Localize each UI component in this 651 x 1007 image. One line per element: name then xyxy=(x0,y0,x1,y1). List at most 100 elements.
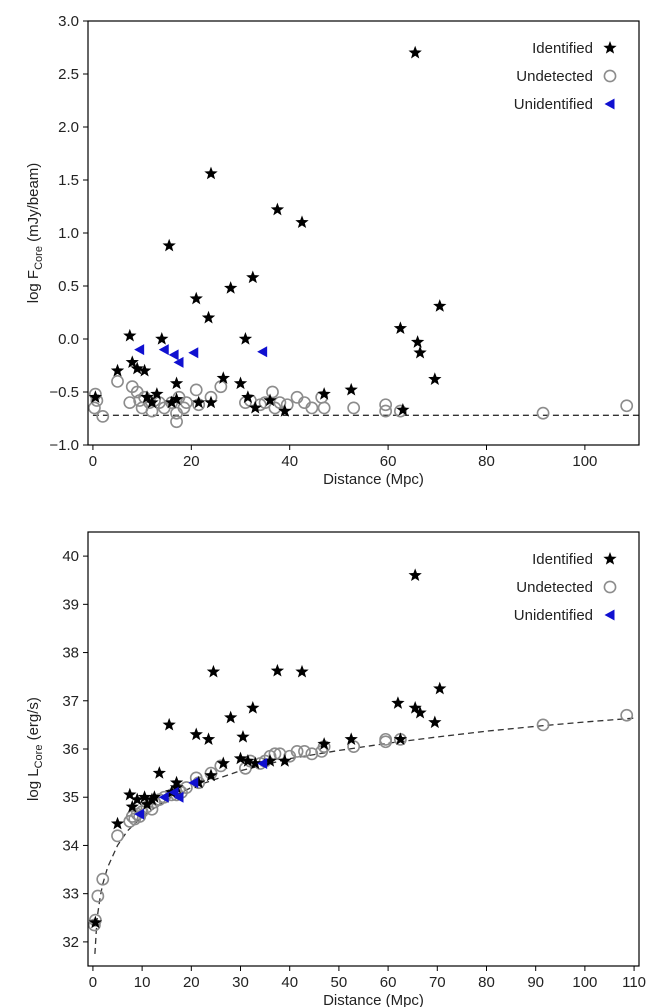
data-point-identified xyxy=(125,799,139,813)
x-tick-label: 80 xyxy=(478,453,495,470)
y-tick-label: 0.0 xyxy=(58,331,79,348)
y-tick-label: 34 xyxy=(62,837,79,854)
data-point-identified xyxy=(295,664,309,678)
y-tick-label: 1.5 xyxy=(58,172,79,189)
data-point-unidentified xyxy=(188,347,199,359)
data-point-identified xyxy=(433,681,447,695)
x-tick-label: 30 xyxy=(232,974,249,991)
data-point-identified xyxy=(248,400,262,414)
y-tick-label: 40 xyxy=(62,548,79,565)
data-point-undetected xyxy=(266,385,279,399)
data-point-identified xyxy=(393,732,408,746)
data-point-identified xyxy=(137,363,152,377)
x-tick-label: 80 xyxy=(478,974,495,991)
data-point-identified xyxy=(201,732,216,746)
x-axis-label: Distance (Mpc) xyxy=(323,471,424,488)
data-point-identified xyxy=(123,787,137,801)
data-point-unidentified xyxy=(173,356,184,368)
data-point-undetected xyxy=(96,872,110,886)
data-point-undetected xyxy=(157,790,171,804)
series-unidentified xyxy=(134,757,268,820)
data-point-identified xyxy=(246,270,260,284)
data-point-identified xyxy=(246,701,260,714)
data-point-identified xyxy=(137,790,152,803)
data-point-undetected xyxy=(96,409,110,423)
y-tick-label: 0.5 xyxy=(58,278,79,295)
legend-marker-identified xyxy=(603,41,617,54)
data-point-undetected xyxy=(298,745,311,758)
data-point-undetected xyxy=(620,399,634,413)
data-point-unidentified xyxy=(158,791,169,803)
y-tick-label: 1.0 xyxy=(58,225,79,242)
y-tick-label: 3.0 xyxy=(58,13,79,30)
data-point-identified xyxy=(123,328,137,342)
data-point-undetected xyxy=(379,404,393,418)
data-point-unidentified xyxy=(168,349,179,361)
data-point-identified xyxy=(224,281,238,294)
x-tick-label: 50 xyxy=(331,974,348,991)
data-point-identified xyxy=(396,403,410,416)
y-axis-label: log LCore (erg/s) xyxy=(25,697,45,801)
data-point-identified xyxy=(216,756,230,770)
data-point-unidentified xyxy=(168,786,179,798)
data-point-undetected xyxy=(145,802,159,816)
data-point-undetected xyxy=(179,781,193,794)
data-point-identified xyxy=(192,395,206,409)
data-point-undetected xyxy=(170,415,183,429)
data-point-identified xyxy=(408,568,422,582)
data-point-identified xyxy=(152,766,166,779)
data-point-undetected xyxy=(88,913,102,927)
data-point-identified xyxy=(162,238,176,252)
data-point-undetected xyxy=(536,718,550,732)
data-point-identified xyxy=(110,363,125,377)
y-tick-label: 39 xyxy=(62,596,79,613)
data-point-identified xyxy=(204,768,218,782)
data-point-undetected xyxy=(536,406,550,420)
y-tick-label: 36 xyxy=(62,741,79,758)
legend-marker-identified xyxy=(603,552,617,565)
x-axis-label: Distance (Mpc) xyxy=(323,992,424,1007)
legend-marker-undetected xyxy=(603,580,617,594)
legend: Identified Undetected Unidentified xyxy=(514,551,617,624)
x-tick-label: 0 xyxy=(89,974,97,991)
data-point-identified xyxy=(233,376,248,390)
data-point-identified xyxy=(278,754,292,767)
data-point-identified xyxy=(201,310,216,324)
data-point-identified xyxy=(428,372,442,385)
legend-label-unidentified: Unidentified xyxy=(514,96,593,113)
plot-frame xyxy=(87,531,640,967)
data-point-undetected xyxy=(111,374,124,388)
data-point-identified xyxy=(233,751,248,765)
y-tick-label: 38 xyxy=(62,645,79,662)
legend-label-identified: Identified xyxy=(532,40,593,57)
data-point-undetected xyxy=(379,398,393,412)
data-point-identified xyxy=(344,732,358,746)
data-point-identified xyxy=(224,710,238,724)
x-tick-label: 20 xyxy=(183,453,200,470)
y-tick-label: 32 xyxy=(62,934,79,951)
data-point-identified xyxy=(317,387,331,400)
data-point-identified xyxy=(216,371,230,384)
series-identified xyxy=(88,45,447,417)
data-point-identified xyxy=(413,705,427,719)
data-point-identified xyxy=(189,291,203,305)
data-point-identified xyxy=(169,780,184,794)
data-point-identified xyxy=(204,395,218,409)
x-tick-label: 60 xyxy=(380,974,397,991)
data-point-undetected xyxy=(317,401,331,415)
data-point-identified xyxy=(130,792,144,806)
data-point-undetected xyxy=(393,404,407,418)
x-tick-label: 90 xyxy=(527,974,544,991)
y-tick-label: 33 xyxy=(62,886,79,903)
y-tick-label: 2.0 xyxy=(58,119,79,136)
data-point-identified xyxy=(162,717,176,731)
data-point-undetected xyxy=(379,732,393,746)
data-point-identified xyxy=(236,729,250,743)
data-point-identified xyxy=(408,45,422,59)
y-tick-label: 35 xyxy=(62,789,79,806)
series-identified xyxy=(88,568,447,929)
data-point-identified xyxy=(169,376,184,390)
data-point-identified xyxy=(295,215,309,229)
data-point-identified xyxy=(391,696,405,709)
data-point-identified xyxy=(428,715,442,729)
